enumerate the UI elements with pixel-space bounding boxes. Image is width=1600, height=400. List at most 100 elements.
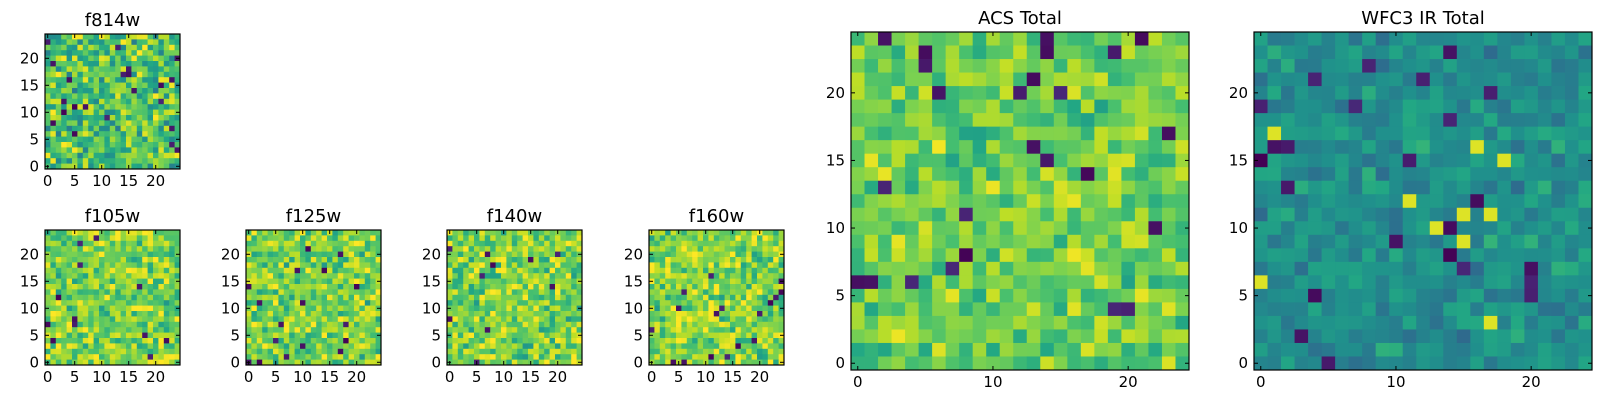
- heatmap-cell: [533, 321, 540, 328]
- axes-frame: [850, 31, 1190, 371]
- heatmap-cell: [1254, 113, 1268, 128]
- heatmap-cell: [72, 77, 78, 83]
- heatmap-cell: [686, 267, 693, 274]
- heatmap-cell: [126, 44, 132, 51]
- heatmap-cell: [511, 278, 518, 285]
- heatmap-cell: [665, 332, 671, 339]
- heatmap-cell: [327, 235, 333, 242]
- heatmap-cell: [1416, 45, 1431, 60]
- heatmap-cell: [109, 120, 116, 127]
- heatmap-cell: [1321, 356, 1336, 371]
- heatmap-cell: [1537, 194, 1552, 209]
- heatmap-cell: [713, 305, 720, 312]
- heatmap-cell: [82, 316, 89, 323]
- heatmap-cell: [1107, 32, 1122, 46]
- heatmap-cell: [82, 305, 89, 312]
- heatmap-cell: [136, 163, 143, 170]
- heatmap-cell: [104, 321, 111, 328]
- heatmap-cell: [126, 55, 132, 62]
- heatmap-cell: [571, 257, 577, 263]
- heatmap-cell: [66, 338, 73, 344]
- heatmap-cell: [267, 348, 274, 355]
- heatmap-cell: [153, 44, 159, 51]
- heatmap-cell: [1564, 288, 1579, 303]
- heatmap-cell: [528, 251, 534, 258]
- y-tick-label: 10: [624, 299, 643, 317]
- heatmap-cell: [463, 354, 469, 360]
- heatmap-cell: [104, 109, 111, 116]
- heatmap-cell: [169, 120, 175, 127]
- heatmap-cell: [1551, 45, 1566, 60]
- heatmap-cell: [1067, 221, 1082, 236]
- heatmap-cell: [495, 348, 502, 355]
- heatmap-cell: [864, 275, 879, 290]
- heatmap-cell: [522, 273, 529, 279]
- heatmap-cell: [905, 315, 919, 330]
- heatmap-cell: [697, 321, 704, 328]
- heatmap-cell: [773, 267, 779, 274]
- heatmap-cell: [153, 311, 159, 317]
- heatmap-cell: [1161, 302, 1176, 317]
- heatmap-cell: [549, 316, 556, 323]
- heatmap-cell: [273, 327, 279, 333]
- heatmap-cell: [321, 240, 328, 247]
- heatmap-cell: [115, 273, 121, 279]
- heatmap-cell: [163, 158, 170, 164]
- heatmap-cell: [1578, 59, 1593, 73]
- heatmap-cell: [1537, 356, 1552, 371]
- heatmap-cell: [528, 354, 534, 360]
- heatmap-cell: [77, 34, 84, 40]
- heatmap-cell: [1294, 288, 1309, 303]
- heatmap-cell: [93, 257, 100, 263]
- heatmap-cell: [1362, 72, 1377, 87]
- heatmap-cell: [109, 34, 116, 40]
- heatmap-cell: [676, 267, 682, 274]
- heatmap-cell: [778, 267, 785, 274]
- heatmap-cell: [762, 262, 769, 269]
- heatmap-cell: [77, 50, 84, 56]
- heatmap-cell: [945, 167, 960, 182]
- heatmap-cell: [158, 104, 165, 110]
- heatmap-cell: [457, 230, 464, 236]
- heatmap-cell: [364, 284, 371, 290]
- heatmap-cell: [109, 50, 116, 56]
- heatmap-cell: [93, 316, 100, 323]
- heatmap-cell: [337, 359, 344, 366]
- heatmap-cell: [305, 284, 312, 290]
- heatmap-cell: [310, 289, 317, 296]
- heatmap-cell: [1470, 194, 1485, 209]
- heatmap-cell: [757, 278, 763, 285]
- heatmap-cell: [708, 284, 715, 290]
- heatmap-cell: [757, 300, 763, 306]
- heatmap-cell: [109, 316, 116, 323]
- heatmap-cell: [147, 125, 154, 132]
- heatmap-cell: [278, 251, 285, 258]
- heatmap-cell: [484, 267, 491, 274]
- heatmap-cell: [528, 278, 534, 285]
- heatmap-cell: [99, 104, 105, 110]
- heatmap-cell: [1134, 221, 1149, 236]
- heatmap-cell: [1067, 59, 1082, 73]
- heatmap-cell: [364, 273, 371, 279]
- x-tick-label: 20: [548, 368, 567, 386]
- heatmap-cell: [1267, 153, 1282, 168]
- heatmap-cell: [66, 294, 73, 301]
- heatmap-cell: [310, 359, 317, 366]
- heatmap-cell: [719, 348, 725, 355]
- heatmap-cell: [1080, 315, 1095, 330]
- heatmap-cell: [730, 267, 736, 274]
- heatmap-cell: [273, 348, 279, 355]
- heatmap-cell: [1281, 261, 1295, 276]
- heatmap-cell: [735, 235, 742, 242]
- heatmap-cell: [1402, 180, 1417, 195]
- heatmap-cell: [370, 332, 376, 339]
- heatmap-cell: [1578, 194, 1593, 209]
- heatmap-cell: [1537, 207, 1552, 222]
- heatmap-cells-f814w: [45, 34, 181, 170]
- heatmap-cell: [55, 359, 62, 366]
- heatmap-cell: [576, 338, 583, 344]
- heatmap-cell: [697, 300, 704, 306]
- heatmap-cell: [77, 332, 84, 339]
- heatmap-cell: [1348, 180, 1363, 195]
- heatmap-cell: [484, 338, 491, 344]
